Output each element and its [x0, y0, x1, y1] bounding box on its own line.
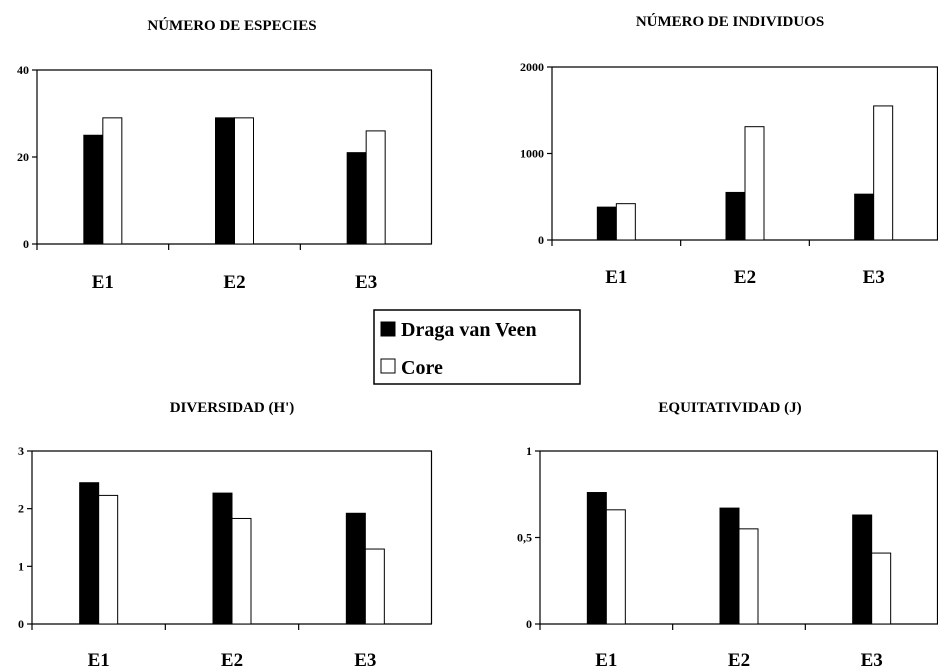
chart-4: EQUITATIVIDAD (J) 0 0,5 1 E1 E2 E3: [517, 400, 938, 667]
bar-e3-core: [365, 130, 386, 245]
chart-1: NÚMERO DE ESPECIES 0 20 40 E1 E2 E3: [17, 17, 433, 293]
bar-e1-draga: [79, 482, 100, 625]
bar-e3-draga: [346, 152, 367, 245]
bar-e3-core: [871, 552, 892, 625]
x-category-label: E3: [861, 650, 883, 667]
y-tick-label: 0: [526, 617, 532, 631]
y-tick-label: 1: [526, 444, 532, 458]
chart-title: DIVERSIDAD (H'): [170, 400, 295, 416]
x-category-label: E2: [728, 650, 750, 667]
legend-swatch-draga: [380, 321, 396, 337]
bar-e1-core: [605, 509, 626, 625]
chart-title: NÚMERO DE INDIVIDUOS: [636, 13, 824, 30]
bar-e1-core: [98, 494, 119, 625]
legend-swatch-core: [380, 358, 396, 374]
legend: Draga van Veen Core: [373, 309, 581, 385]
bar-e1-core: [102, 117, 123, 245]
chart-title: NÚMERO DE ESPECIES: [147, 17, 316, 34]
legend-label-core: Core: [401, 357, 443, 379]
bar-e2-core: [234, 117, 254, 245]
bar-e2-draga: [215, 117, 235, 245]
bar-e3-draga: [854, 193, 875, 241]
chart-2: NÚMERO DE INDIVIDUOS 0 1000 2000 E1 E2 E3: [520, 13, 938, 288]
bar-e2-core: [231, 517, 252, 625]
bar-e2-draga: [212, 492, 233, 625]
x-category-label: E2: [221, 650, 243, 667]
bar-e3-core: [364, 548, 385, 625]
x-category-label: E2: [223, 272, 245, 293]
x-category-label: E3: [355, 272, 377, 293]
y-tick-label: 0: [18, 617, 24, 631]
x-category-label: E3: [354, 650, 376, 667]
y-tick-label: 0: [538, 233, 544, 247]
y-tick-label: 40: [17, 63, 29, 77]
y-tick-label: 20: [17, 150, 29, 164]
bar-e1-draga: [596, 206, 617, 241]
chart-title: EQUITATIVIDAD (J): [658, 400, 801, 416]
x-category-label: E1: [88, 650, 110, 667]
legend-label-draga: Draga van Veen: [401, 319, 537, 341]
bar-e2-draga: [719, 507, 740, 625]
bar-e3-draga: [852, 514, 873, 625]
bar-e3-core: [873, 105, 894, 241]
legend-frame: [373, 309, 581, 385]
x-category-label: E3: [863, 267, 885, 288]
x-category-label: E2: [734, 267, 756, 288]
bar-e2-core: [738, 528, 759, 625]
y-tick-label: 2000: [520, 60, 544, 74]
y-tick-label: 3: [18, 444, 24, 458]
bar-e3-draga: [345, 512, 366, 625]
bar-e1-core: [615, 203, 636, 241]
y-tick-label: 1: [18, 559, 24, 573]
y-tick-label: 0,5: [517, 531, 532, 545]
y-tick-label: 0: [23, 237, 29, 251]
y-tick-label: 2: [18, 502, 24, 516]
bar-e1-draga: [586, 492, 607, 625]
bar-e2-draga: [725, 191, 746, 241]
x-category-label: E1: [595, 650, 617, 667]
bar-e1-draga: [83, 134, 104, 245]
bar-e2-core: [744, 126, 765, 241]
chart-3: DIVERSIDAD (H') 0 1 2 3 E1 E2 E3: [18, 400, 433, 667]
y-tick-label: 1000: [520, 147, 544, 161]
x-category-label: E1: [605, 267, 627, 288]
x-category-label: E1: [92, 272, 114, 293]
